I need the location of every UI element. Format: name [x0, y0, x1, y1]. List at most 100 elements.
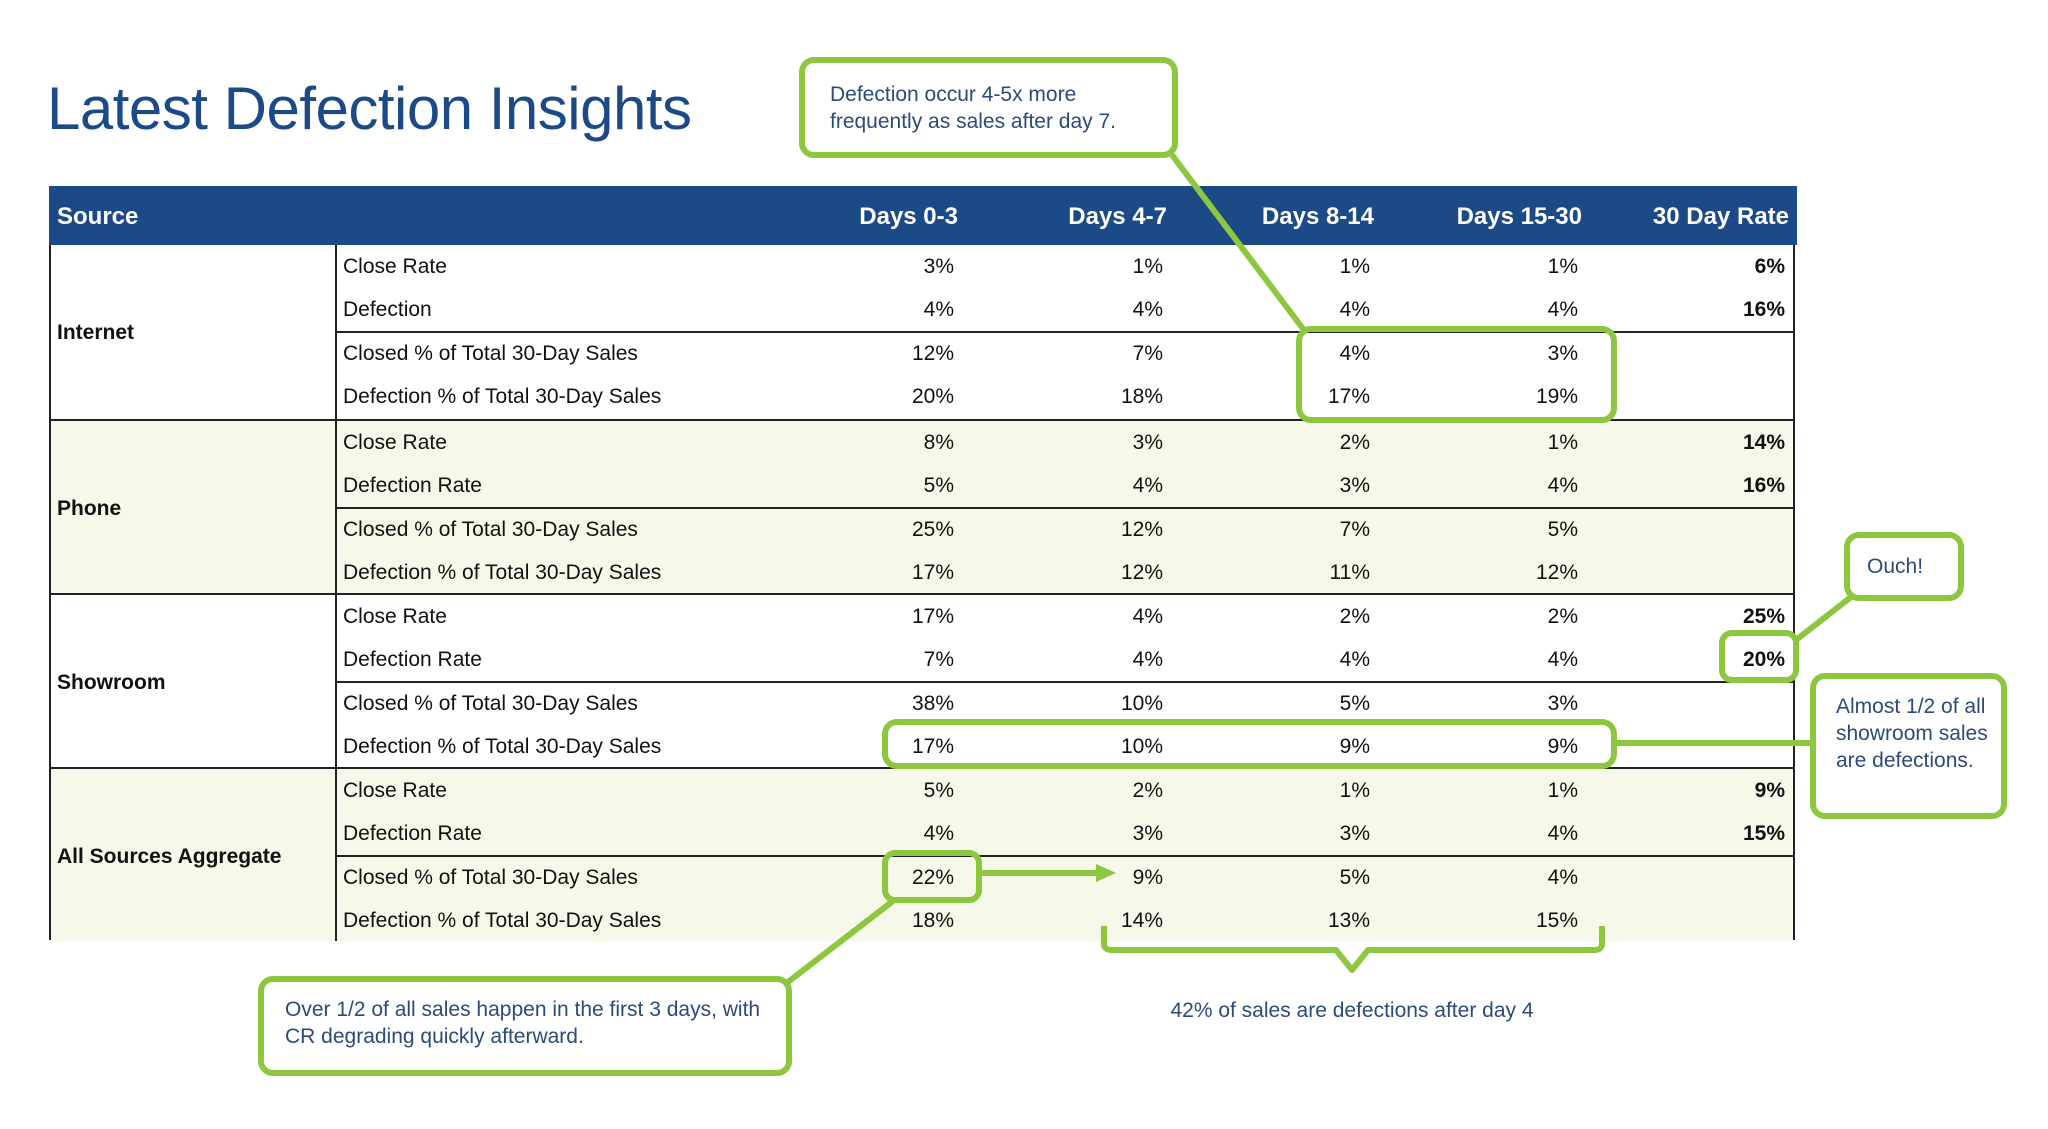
group-internet: Internet Close Rate 3% 1% 1% 1% 6% Defection 4% 4…	[51, 245, 1793, 419]
row-divider	[335, 681, 1793, 683]
cell-value: 8%	[923, 431, 954, 454]
cell-value: 5%	[1339, 866, 1370, 889]
cell-value: 17%	[911, 561, 954, 584]
column-header-days-8-14: Days 8-14	[1261, 203, 1374, 230]
cell-30-day-rate: 16%	[1742, 474, 1785, 497]
cell-value: 5%	[923, 779, 954, 802]
cell-value: 4%	[1339, 648, 1370, 671]
row-divider	[335, 331, 1793, 333]
metric-label: Defection % of Total 30-Day Sales	[343, 385, 662, 408]
metric-label: Closed % of Total 30-Day Sales	[343, 866, 638, 889]
source-label: All Sources Aggregate	[57, 845, 282, 868]
cell-value: 3%	[1132, 431, 1163, 454]
column-header-days-15-30: Days 15-30	[1456, 203, 1582, 230]
cell-value: 19%	[1535, 385, 1578, 408]
table-row: Defection % of Total 30-Day Sales 17% 10% 9…	[51, 725, 1793, 768]
cell-value: 7%	[1339, 518, 1370, 541]
cell-value: 12%	[1120, 518, 1163, 541]
cell-value: 9%	[1339, 735, 1370, 758]
cell-value: 12%	[911, 342, 954, 365]
cell-value: 4%	[1132, 648, 1163, 671]
table-row: Defection Rate 4% 3% 3% 4% 15%	[51, 812, 1793, 855]
cell-value: 4%	[1547, 474, 1578, 497]
cell-30-day-rate: 14%	[1742, 431, 1785, 454]
metric-label: Close Rate	[343, 779, 447, 802]
callout-ouch: Ouch!	[1867, 555, 1924, 578]
column-header-source: Source	[57, 203, 139, 230]
cell-value: 3%	[923, 255, 954, 278]
row-divider	[335, 855, 1793, 857]
cell-value: 4%	[923, 298, 954, 321]
table-header: Source Days 0-3 Days 4-7 Days 8-14 Days …	[49, 186, 1797, 245]
cell-value: 13%	[1327, 909, 1370, 932]
cell-value: 4%	[1339, 298, 1370, 321]
table-row: Defection % of Total 30-Day Sales 20% 18% 1…	[51, 375, 1793, 418]
table-row: Close Rate 3% 1% 1% 1% 6%	[51, 245, 1793, 288]
cell-value: 5%	[923, 474, 954, 497]
cell-value: 17%	[911, 605, 954, 628]
table-row: Defection 4% 4% 4% 4% 16%	[51, 288, 1793, 331]
cell-value: 9%	[1132, 866, 1163, 889]
cell-value: 18%	[1120, 385, 1163, 408]
cell-value: 7%	[923, 648, 954, 671]
metric-label: Defection	[343, 298, 432, 321]
cell-value: 1%	[1547, 255, 1578, 278]
cell-value: 4%	[1547, 648, 1578, 671]
cell-30-day-rate: 6%	[1754, 255, 1785, 278]
metric-label: Defection Rate	[343, 648, 482, 671]
table-row: Defection Rate 5% 4% 3% 4% 16%	[51, 464, 1793, 507]
cell-value: 17%	[911, 735, 954, 758]
cell-value: 3%	[1547, 342, 1578, 365]
metric-label: Closed % of Total 30-Day Sales	[343, 692, 638, 715]
table-row: Closed % of Total 30-Day Sales 12% 7% 4% 3%	[51, 332, 1793, 375]
cell-value: 12%	[1120, 561, 1163, 584]
metric-label: Close Rate	[343, 605, 447, 628]
cell-value: 22%	[911, 866, 954, 889]
cell-value: 18%	[911, 909, 954, 932]
group-all-sources-aggregate: All Sources Aggregate Close Rate 5% 2% 1% 1% 9…	[51, 767, 1793, 941]
cell-value: 4%	[1339, 342, 1370, 365]
table-row: Close Rate 17% 4% 2% 2% 25%	[51, 595, 1793, 638]
cell-value: 1%	[1339, 779, 1370, 802]
connector-line	[1794, 594, 1853, 643]
cell-value: 1%	[1547, 431, 1578, 454]
cell-value: 11%	[1329, 561, 1370, 584]
group-showroom: Showroom Close Rate 17% 4% 2% 2% 25% Defection …	[51, 593, 1793, 767]
callout-first-days: Over 1/2 of all sales happen in the firs…	[285, 998, 761, 1048]
metric-label: Defection % of Total 30-Day Sales	[343, 735, 662, 758]
cell-value: 1%	[1547, 779, 1578, 802]
metric-label: Defection Rate	[343, 822, 482, 845]
cell-value: 2%	[1547, 605, 1578, 628]
source-label: Internet	[57, 321, 135, 344]
cell-value: 10%	[1120, 692, 1163, 715]
metric-label: Close Rate	[343, 431, 447, 454]
cell-30-day-rate: 16%	[1742, 298, 1785, 321]
column-header-days-0-3: Days 0-3	[859, 203, 958, 230]
table-row: Defection Rate 7% 4% 4% 4% 20%	[51, 638, 1793, 681]
cell-value: 14%	[1120, 909, 1163, 932]
cell-value: 1%	[1339, 255, 1370, 278]
source-label: Phone	[57, 497, 122, 520]
cell-value: 3%	[1339, 822, 1370, 845]
cell-30-day-rate: 15%	[1742, 822, 1785, 845]
table-row: Defection % of Total 30-Day Sales 17% 12% 1…	[51, 551, 1793, 594]
callout-showroom: Almost 1/2 of all showroom sales are def…	[1836, 695, 1988, 772]
table-row: Close Rate 8% 3% 2% 1% 14%	[51, 421, 1793, 464]
cell-value: 3%	[1339, 474, 1370, 497]
cell-30-day-rate: 20%	[1742, 648, 1785, 671]
table-row: Closed % of Total 30-Day Sales 38% 10% 5% 3%	[51, 682, 1793, 725]
defection-table: Source Days 0-3 Days 4-7 Days 8-14 Days …	[49, 186, 1797, 941]
column-header-30-day-rate: 30 Day Rate	[1652, 203, 1789, 230]
cell-30-day-rate: 25%	[1742, 605, 1785, 628]
cell-value: 4%	[1132, 474, 1163, 497]
cell-value: 25%	[911, 518, 954, 541]
row-divider	[335, 507, 1793, 509]
cell-value: 3%	[1132, 822, 1163, 845]
cell-value: 9%	[1547, 735, 1578, 758]
cell-value: 4%	[1547, 298, 1578, 321]
column-header-days-4-7: Days 4-7	[1068, 203, 1167, 230]
group-phone: Phone Close Rate 8% 3% 2% 1% 14% Defection Rate…	[51, 419, 1793, 593]
cell-value: 4%	[923, 822, 954, 845]
source-label: Showroom	[57, 671, 166, 694]
table-row: Closed % of Total 30-Day Sales 25% 12% 7% 5%	[51, 508, 1793, 551]
